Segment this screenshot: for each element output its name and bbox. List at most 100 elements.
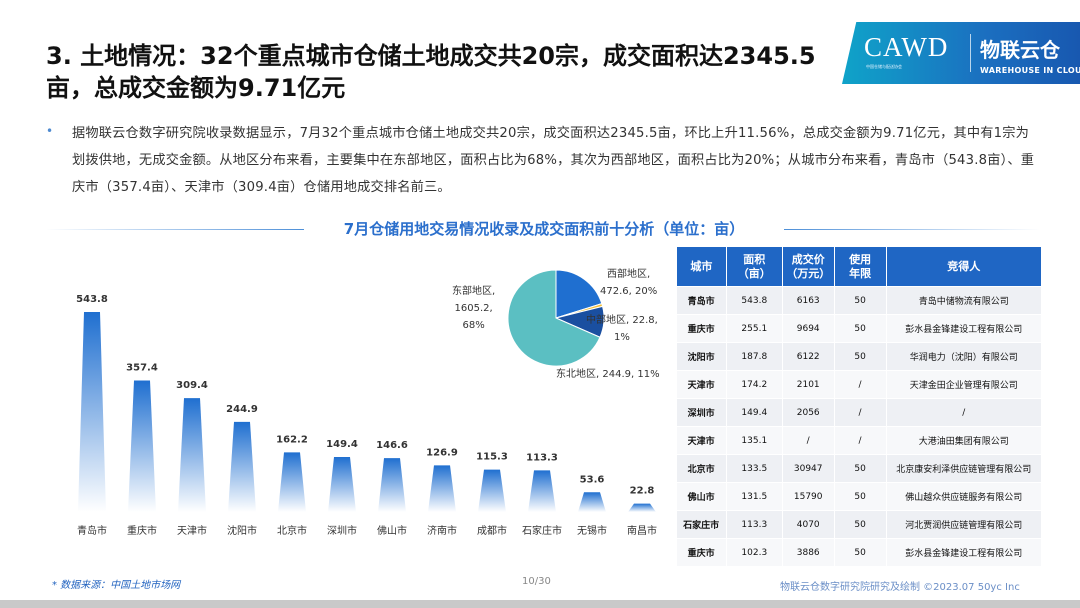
table-row: 重庆市 255.1 9694 50 彭水县金锋建设工程有限公司	[676, 314, 1042, 343]
bar-成都市	[478, 469, 506, 512]
table-cell-area: 543.8	[726, 286, 783, 315]
table-cell-price: 9694	[782, 314, 835, 343]
table-cell-price: 2056	[782, 398, 835, 427]
table-cell-buyer: 青岛中储物流有限公司	[886, 286, 1042, 315]
table-cell-city: 天津市	[676, 426, 727, 455]
x-tick-label: 天津市	[177, 524, 207, 537]
table-cell-city: 重庆市	[676, 538, 727, 567]
table-cell-price: 4070	[782, 510, 835, 539]
table-header-area: 面积 （亩）	[725, 246, 783, 287]
footer-credit: 物联云仓数字研究院研究及绘制 ©2023.07 50yc Inc	[780, 582, 1020, 593]
table-cell-city: 石家庄市	[676, 510, 727, 539]
table-cell-price: 2101	[782, 370, 835, 399]
table-cell-term: 50	[834, 286, 887, 315]
table-cell-area: 135.1	[726, 426, 783, 455]
bar-天津市	[178, 398, 206, 512]
table-cell-city: 沈阳市	[676, 342, 727, 371]
table-cell-area: 133.5	[726, 454, 783, 483]
x-tick-label: 青岛市	[77, 524, 107, 537]
table-cell-term: 50	[834, 482, 887, 511]
table-cell-term: 50	[834, 510, 887, 539]
logo-background	[842, 22, 1080, 84]
data-source-note: * 数据来源：中国土地市场网	[52, 580, 181, 591]
bar-value-label: 113.3	[526, 452, 558, 463]
chart-title-rule-left	[46, 229, 304, 230]
pie-slice-东部地区	[507, 269, 601, 367]
table-cell-area: 174.2	[726, 370, 783, 399]
x-tick-label: 石家庄市	[522, 524, 562, 537]
summary-paragraph: 据物联云仓数字研究院收录数据显示，7月32个重点城市仓储土地成交共20宗，成交面…	[72, 126, 1035, 195]
bar-重庆市	[128, 380, 156, 512]
bar-沈阳市	[228, 421, 256, 512]
table-row: 深圳市 149.4 2056//	[676, 398, 1042, 427]
table-row: 石家庄市 113.3 4070 50 河北贾润供应链管理有限公司	[676, 510, 1042, 539]
table-cell-city: 佛山市	[676, 482, 727, 511]
chart-title: 7月仓储用地交易情况收录及成交面积前十分析（单位：亩）	[343, 220, 745, 238]
bar-value-label: 162.2	[276, 434, 308, 445]
x-tick-label: 南昌市	[627, 524, 657, 537]
page-title: 3. 土地情况：32个重点城市仓储土地成交共20宗，成交面积达2345.5亩，总…	[46, 42, 816, 102]
land-deals-table: 城市 面积 （亩） 成交价 （万元） 使用 年限 竞得人 青岛市 543.8 6163 50…	[676, 246, 1042, 567]
table-cell-area: 255.1	[726, 314, 783, 343]
table-cell-buyer: /	[886, 398, 1042, 427]
table-row: 天津市 135.1// 大港油田集团有限公司	[676, 426, 1042, 455]
bar-value-label: 543.8	[76, 294, 108, 305]
x-tick-label: 无锡市	[577, 524, 607, 537]
table-row: 北京市 133.5 30947 50 北京康安利泽供应链管理有限公司	[676, 454, 1042, 483]
table-cell-buyer: 河北贾润供应链管理有限公司	[886, 510, 1042, 539]
table-header-city: 城市	[676, 246, 727, 287]
table-cell-area: 113.3	[726, 510, 783, 539]
x-tick-label: 沈阳市	[227, 524, 257, 537]
bar-无锡市	[578, 492, 606, 512]
page-number: 10/30	[522, 576, 551, 587]
chart-title-rule-right	[784, 229, 1040, 230]
table-cell-buyer: 天津金田企业管理有限公司	[886, 370, 1042, 399]
x-tick-label: 成都市	[477, 524, 507, 537]
pie-label-西部地区: 西部地区, 472.6, 20%	[600, 269, 658, 297]
table-row: 重庆市 102.3 3886 50 彭水县金锋建设工程有限公司	[676, 538, 1042, 567]
bar-value-label: 115.3	[476, 452, 508, 463]
table-header-term: 使用 年限	[833, 246, 887, 287]
table-row: 沈阳市 187.8 6122 50 华润电力（沈阳）有限公司	[676, 342, 1042, 371]
table-cell-price: /	[782, 426, 835, 455]
pie-slice-西部地区	[555, 269, 603, 319]
bar-value-label: 53.6	[580, 474, 605, 485]
logo-brand-tagline: WAREHOUSE IN CLOUD	[980, 66, 1080, 75]
bar-chart: 543.8 青岛市 357.4 重庆市 309.4 天津市 244.9 沈阳市 162.2 北京市…	[76, 269, 657, 537]
table-cell-term: /	[834, 370, 887, 399]
table-cell-city: 深圳市	[676, 398, 727, 427]
pie-label-中部地区: 中部地区, 22.8, 1%	[586, 315, 658, 343]
logo-cawd-subtext: 中国仓储与配送协会	[866, 64, 902, 69]
table-cell-price: 30947	[782, 454, 835, 483]
x-tick-label: 深圳市	[327, 524, 357, 537]
bar-value-label: 357.4	[126, 363, 158, 374]
table-header-buyer: 竞得人	[885, 246, 1042, 287]
table-cell-term: 50	[834, 454, 887, 483]
x-tick-label: 佛山市	[377, 524, 407, 537]
bar-石家庄市	[528, 470, 556, 512]
table-row: 青岛市 543.8 6163 50 青岛中储物流有限公司	[676, 286, 1042, 315]
bar-北京市	[278, 452, 306, 512]
table-cell-term: 50	[834, 314, 887, 343]
table-cell-price: 15790	[782, 482, 835, 511]
summary-bullet: •	[46, 124, 54, 138]
table-cell-buyer: 彭水县金锋建设工程有限公司	[886, 538, 1042, 567]
x-tick-label: 济南市	[427, 524, 457, 537]
logo-brand-cn: 物联云仓	[980, 38, 1060, 62]
table-cell-buyer: 华润电力（沈阳）有限公司	[886, 342, 1042, 371]
logo-cawd-text: CAWD	[864, 32, 949, 62]
table-cell-city: 北京市	[676, 454, 727, 483]
table-cell-price: 6163	[782, 286, 835, 315]
table-row: 佛山市 131.5 15790 50 佛山越众供应链服务有限公司	[676, 482, 1042, 511]
bottom-bar	[0, 600, 1080, 608]
bar-value-label: 146.6	[376, 440, 408, 451]
table-cell-buyer: 彭水县金锋建设工程有限公司	[886, 314, 1042, 343]
table-cell-area: 102.3	[726, 538, 783, 567]
table-cell-city: 重庆市	[676, 314, 727, 343]
table-cell-area: 149.4	[726, 398, 783, 427]
bar-value-label: 149.4	[326, 439, 358, 450]
chart-title-row: 7月仓储用地交易情况收录及成交面积前十分析（单位：亩）	[46, 218, 1040, 240]
table-cell-buyer: 大港油田集团有限公司	[886, 426, 1042, 455]
table-cell-city: 青岛市	[676, 286, 727, 315]
table-cell-price: 3886	[782, 538, 835, 567]
